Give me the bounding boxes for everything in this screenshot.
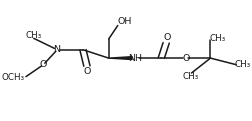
- Text: CH₃: CH₃: [235, 60, 251, 69]
- Text: CH₃: CH₃: [182, 72, 199, 81]
- Polygon shape: [109, 57, 132, 60]
- Text: O: O: [163, 33, 171, 42]
- Text: CH₃: CH₃: [26, 31, 42, 40]
- Text: O: O: [40, 60, 47, 69]
- Text: OCH₃: OCH₃: [1, 73, 24, 82]
- Text: O: O: [182, 54, 190, 63]
- Text: NH: NH: [129, 54, 143, 63]
- Text: CH₃: CH₃: [209, 34, 225, 43]
- Text: O: O: [84, 67, 91, 76]
- Text: OH: OH: [118, 17, 132, 26]
- Text: N: N: [53, 45, 60, 54]
